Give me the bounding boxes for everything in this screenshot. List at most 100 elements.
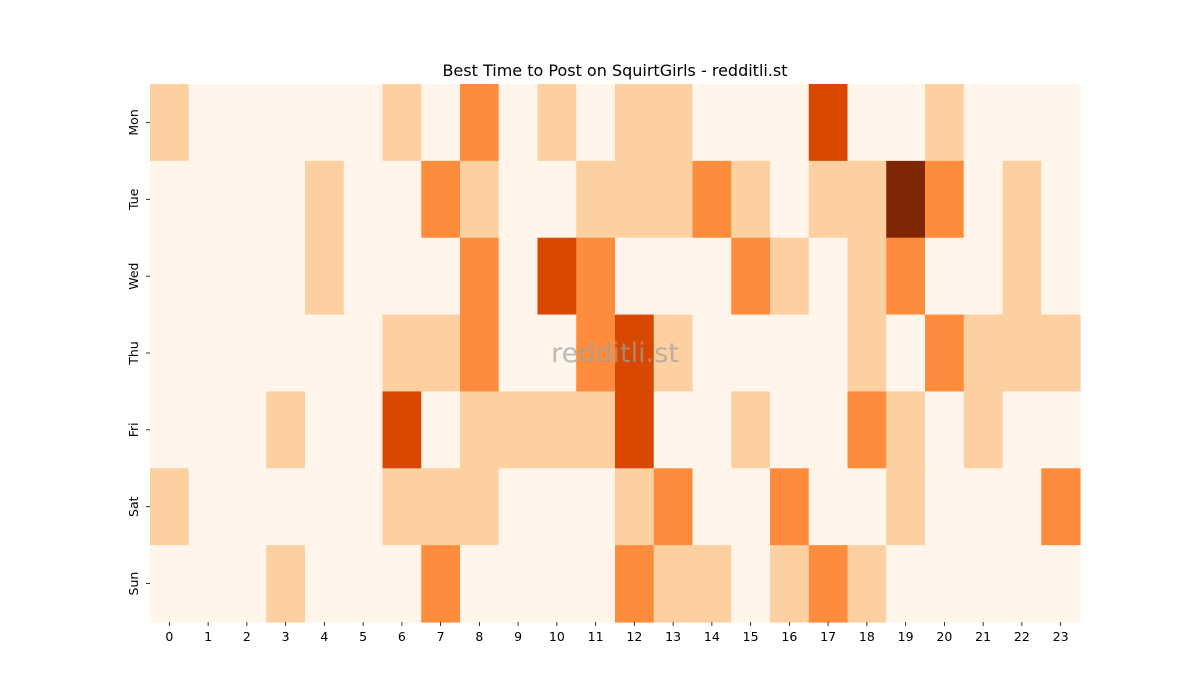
heatmap-cell-fri-10 [537,391,577,469]
heatmap-cell-wed-13 [653,237,694,316]
heatmap-cell-sun-17 [808,545,849,623]
x-axis: 0 1 2 3 4 5 6 7 8 9 10 11 12 13 14 15 16 17 18 19 20 21 22 23 [165,622,1069,644]
heatmap-cell-sat-3 [266,468,306,546]
heatmap-cell-thu-18 [847,314,887,393]
heatmap-cell-thu-22 [1002,314,1042,393]
heatmap-cell-wed-4 [305,237,345,316]
heatmap-cell-tue-15 [731,160,771,239]
heatmap-cell-tue-18 [847,160,887,239]
heatmap-cell-fri-18 [847,391,887,469]
heatmap-cell-wed-11 [576,237,616,316]
heatmap-cell-mon-13 [653,84,694,162]
heatmap-cell-thu-23 [1041,314,1081,393]
heatmap-cell-tue-6 [382,160,422,239]
heatmap-cell-tue-23 [1041,160,1081,239]
heatmap-cell-sun-19 [886,545,926,623]
y-tick-label: Wed [126,263,141,290]
x-tick-label: 9 [514,629,522,644]
heatmap-cell-mon-11 [576,84,616,162]
heatmap-cell-sun-14 [692,545,732,623]
x-tick-label: 16 [781,629,797,644]
heatmap-cell-sun-18 [847,545,887,623]
heatmap-cell-thu-1 [188,314,229,393]
heatmap-cell-tue-20 [925,160,965,239]
heatmap-cell-sat-21 [963,468,1004,546]
x-tick-label: 4 [320,629,328,644]
heatmap-cell-sat-17 [808,468,849,546]
heatmap-cell-mon-10 [537,84,577,162]
heatmap-cell-thu-8 [460,314,500,393]
x-tick-label: 11 [588,629,604,644]
heatmap-cell-wed-1 [188,237,229,316]
heatmap-cell-thu-13 [653,314,694,393]
heatmap-cell-thu-2 [227,314,267,393]
heatmap-cell-wed-22 [1002,237,1042,316]
heatmap-cell-tue-14 [692,160,732,239]
heatmap-cell-fri-12 [615,391,655,469]
heatmap-cell-wed-9 [498,237,539,316]
heatmap-cell-wed-20 [925,237,965,316]
heatmap-cell-sun-4 [305,545,345,623]
heatmap-cell-tue-16 [770,160,810,239]
heatmap-cell-sun-21 [963,545,1004,623]
heatmap-cell-wed-14 [692,237,732,316]
heatmap-cell-mon-6 [382,84,422,162]
heatmap-cell-mon-21 [963,84,1004,162]
x-tick-label: 19 [898,629,914,644]
heatmap-cell-sat-15 [731,468,771,546]
heatmap-cell-sat-10 [537,468,577,546]
heatmap-cell-tue-21 [963,160,1004,239]
x-tick-label: 2 [243,629,251,644]
heatmap-cell-thu-11 [576,314,616,393]
heatmap-cell-sun-6 [382,545,422,623]
y-tick-label: Thu [126,341,141,365]
heatmap-cell-sun-20 [925,545,965,623]
heatmap-cell-fri-8 [460,391,500,469]
heatmap-cell-thu-20 [925,314,965,393]
heatmap-cell-wed-16 [770,237,810,316]
y-tick-label: Tue [126,188,141,211]
heatmap-cell-sun-12 [615,545,655,623]
heatmap-cell-fri-2 [227,391,267,469]
heatmap-cell-thu-19 [886,314,926,393]
heatmap-cell-thu-15 [731,314,771,393]
heatmap-cell-sun-10 [537,545,577,623]
heatmap-cell-sat-2 [227,468,267,546]
heatmap-cell-tue-17 [808,160,849,239]
heatmap-cell-mon-5 [343,84,384,162]
heatmap-cell-sun-3 [266,545,306,623]
heatmap-cell-mon-1 [188,84,229,162]
heatmap-cell-wed-8 [460,237,500,316]
heatmap-cell-thu-10 [537,314,577,393]
heatmap-cell-tue-1 [188,160,229,239]
x-tick-label: 15 [743,629,759,644]
heatmap-cell-fri-23 [1041,391,1081,469]
heatmap-cell-sat-6 [382,468,422,546]
x-tick-label: 21 [975,629,991,644]
heatmap-cell-sat-12 [615,468,655,546]
heatmap-cell-sat-14 [692,468,732,546]
heatmap-cell-tue-5 [343,160,384,239]
heatmap-cell-mon-20 [925,84,965,162]
heatmap-cell-sun-7 [421,545,461,623]
heatmap-cell-mon-22 [1002,84,1042,162]
heatmap-cell-mon-8 [460,84,500,162]
y-tick-label: Sun [126,572,141,596]
y-tick-label: Fri [126,422,141,437]
heatmap-cell-tue-7 [421,160,461,239]
heatmap-cell-sat-13 [653,468,694,546]
heatmap-cell-sat-0 [150,468,190,546]
heatmap-cell-sun-22 [1002,545,1042,623]
heatmap-cell-tue-13 [653,160,694,239]
x-tick-label: 17 [820,629,836,644]
x-tick-label: 20 [936,629,952,644]
heatmap-cell-sat-8 [460,468,500,546]
heatmap-cell-tue-22 [1002,160,1042,239]
heatmap-cell-tue-19 [886,160,926,239]
heatmap-cell-mon-18 [847,84,887,162]
heatmap-cell-sun-23 [1041,545,1081,623]
heatmap-cell-wed-12 [615,237,655,316]
heatmap-cell-sun-2 [227,545,267,623]
heatmap-cell-wed-23 [1041,237,1081,316]
heatmap-cell-thu-7 [421,314,461,393]
